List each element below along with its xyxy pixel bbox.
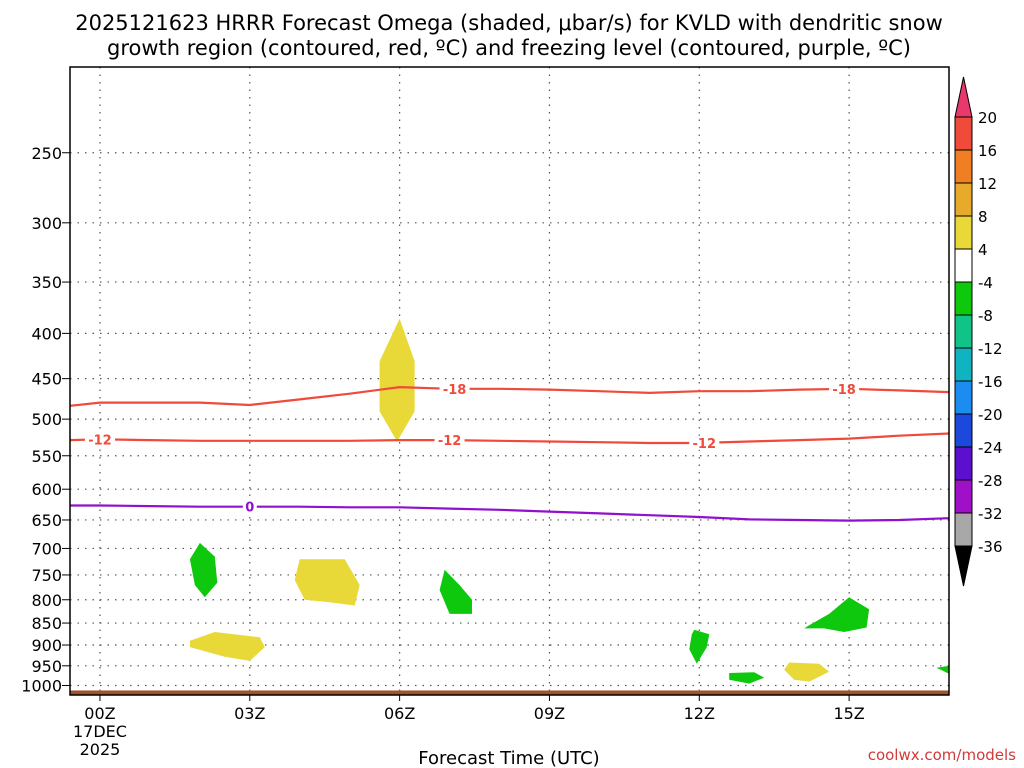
colorbar-label-5: -4 (978, 274, 993, 292)
y-tick-label-450: 450 (31, 370, 62, 389)
colorbar: 20 16 12 8 4 -4 -8 -12 -16 -20 -24 -28 -32 -36 (954, 76, 1003, 587)
colorbar-segment-2 (954, 149, 973, 184)
colorbar-label-3: 8 (978, 208, 988, 226)
colorbar-label-4: 4 (978, 241, 988, 259)
colorbar-segment-9 (954, 380, 973, 415)
x-tick-label-12Z: 12Z (684, 704, 715, 723)
colorbar-label-9: -20 (978, 406, 1003, 424)
y-tick-label-750: 750 (31, 566, 62, 585)
dgz-minus12-label-bg-2 (689, 435, 720, 450)
colorbar-label-6: -8 (978, 307, 993, 325)
y-tick-label-600: 600 (31, 480, 62, 499)
plot-frame (69, 66, 950, 696)
y-tick-label-650: 650 (31, 511, 62, 530)
omega-region-2 (189, 632, 265, 661)
y-tick-label-950: 950 (31, 657, 62, 676)
x-date-label-0: 17DEC (73, 722, 127, 741)
y-tick-label-500: 500 (31, 410, 62, 429)
colorbar-segment-11 (954, 446, 973, 481)
omega-region-1 (294, 559, 360, 606)
colorbar-segment-6 (954, 281, 973, 316)
y-tick-label-1000: 1000 (21, 677, 62, 696)
x-tick-label-00Z: 00Z (84, 704, 115, 723)
colorbar-label-13: -36 (978, 538, 1003, 556)
colorbar-segment-4 (954, 215, 973, 250)
dgz-minus12-label-bg-0 (84, 432, 115, 447)
colorbar-segment-3 (954, 182, 973, 217)
colorbar-label-12: -32 (978, 505, 1003, 523)
chart-title-line1: 2025121623 HRRR Forecast Omega (shaded, … (75, 11, 943, 35)
dgz-minus18-line (69, 385, 950, 407)
x-tick-label-03Z: 03Z (234, 704, 265, 723)
credit-text: coolwx.com/models (868, 746, 1016, 764)
dgz-minus18-label-bg-1 (829, 381, 860, 396)
x-axis-label: Forecast Time (UTC) (418, 748, 599, 768)
y-axis: 250 300 350 400 450 500 550 600 650 700 750 800 850 9… (21, 144, 70, 696)
dgz-minus18-label-0: -18 (443, 383, 467, 398)
omega-region-4 (189, 542, 218, 598)
x-tick-label-09Z: 09Z (534, 704, 565, 723)
y-tick-label-400: 400 (31, 324, 62, 343)
dgz-minus12-label-bg-1 (434, 433, 465, 448)
omega-region-3 (784, 662, 830, 682)
omega-region-8 (804, 597, 870, 632)
y-tick-label-350: 350 (31, 273, 62, 292)
freezing-0-line (70, 504, 950, 522)
colorbar-segment-13 (954, 512, 973, 547)
omega-region-9 (936, 665, 949, 674)
ground-fill (70, 690, 949, 695)
freezing-0-label-bg-0 (242, 499, 257, 514)
colorbar-segment-7 (954, 314, 973, 349)
y-tick-label-900: 900 (31, 636, 62, 655)
y-tick-label-550: 550 (31, 447, 62, 466)
y-tick-label-300: 300 (31, 214, 62, 233)
colorbar-label-1: 16 (978, 142, 997, 160)
x-date-label-1: 2025 (80, 740, 121, 759)
colorbar-segment-5 (954, 248, 973, 283)
dgz-minus18-label-1: -18 (832, 383, 856, 398)
dgz-minus12-label-2: -12 (693, 437, 717, 452)
colorbar-top-arrow (954, 76, 973, 118)
omega-shading (189, 318, 949, 684)
colorbar-label-11: -28 (978, 472, 1003, 490)
omega-region-0 (379, 318, 415, 442)
colorbar-segment-10 (954, 413, 973, 448)
colorbar-label-7: -12 (978, 340, 1003, 358)
colorbar-segment-12 (954, 479, 973, 514)
ground-layer (70, 690, 949, 695)
y-tick-label-850: 850 (31, 614, 62, 633)
omega-region-5 (439, 569, 472, 614)
colorbar-segment-1 (954, 116, 973, 151)
freezing-0-label-0: 0 (245, 501, 254, 516)
dgz-minus12-line (69, 432, 950, 445)
dgz-minus12-label-0: -12 (88, 433, 112, 448)
colorbar-label-0: 20 (978, 109, 997, 127)
grid (70, 67, 949, 695)
y-tick-label-800: 800 (31, 591, 62, 610)
dgz-minus18-label-bg-0 (439, 381, 470, 396)
colorbar-label-10: -24 (978, 439, 1003, 457)
omega-region-7 (729, 672, 765, 684)
y-tick-label-700: 700 (31, 539, 62, 558)
colorbar-label-8: -16 (978, 373, 1003, 391)
omega-region-6 (689, 629, 710, 664)
colorbar-bottom-arrow (954, 545, 973, 587)
x-tick-label-06Z: 06Z (384, 704, 415, 723)
colorbar-segment-8 (954, 347, 973, 382)
dgz-minus12-label-1: -12 (438, 434, 462, 449)
y-tick-label-250: 250 (31, 144, 62, 163)
x-tick-label-15Z: 15Z (833, 704, 864, 723)
chart-title-line2: growth region (contoured, red, ºC) and f… (107, 36, 911, 60)
colorbar-label-2: 12 (978, 175, 997, 193)
contours: -18 -18 -12 -12 -12 0 (69, 381, 950, 522)
